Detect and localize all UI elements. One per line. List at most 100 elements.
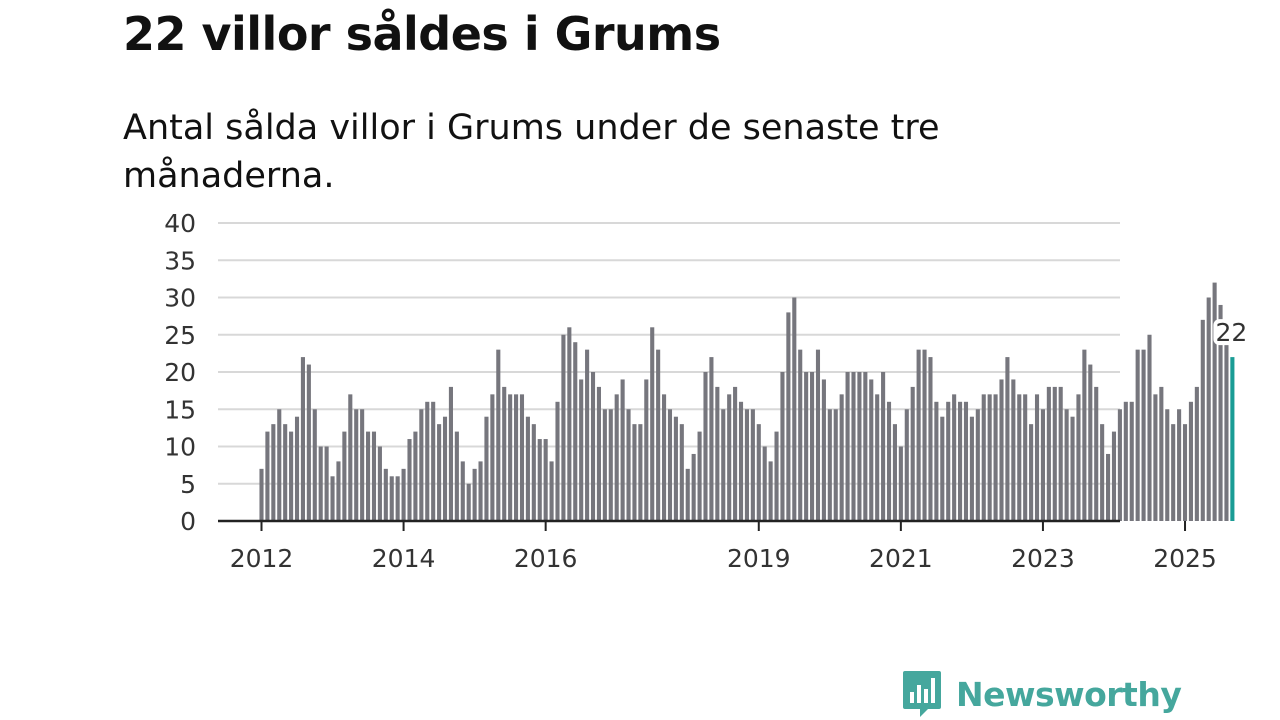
y-axis-ticks: 0 5 10 15 20 25 30 35 40: [164, 209, 196, 536]
bar: [833, 409, 838, 521]
bar: [496, 349, 501, 521]
chart-title: 22 villor såldes i Grums: [123, 7, 721, 61]
bar: [738, 401, 744, 521]
bar: [1194, 386, 1199, 521]
bar: [567, 327, 572, 521]
bar: [691, 453, 696, 521]
bar: [1011, 379, 1016, 521]
bar: [916, 349, 921, 521]
bar-highlighted: [1230, 357, 1235, 521]
bar: [952, 394, 957, 521]
bar: [969, 416, 974, 521]
bar: [579, 379, 584, 521]
bar: [431, 401, 436, 521]
bar: [804, 372, 809, 521]
bar: [910, 386, 915, 521]
bar: [395, 476, 400, 521]
bar: [673, 416, 678, 521]
bar: [472, 468, 477, 521]
bar: [585, 349, 590, 521]
bar: [744, 409, 749, 521]
bar: [259, 468, 264, 521]
bar: [898, 446, 903, 521]
bar: [312, 409, 317, 521]
bar: [484, 416, 489, 521]
bar: [958, 401, 963, 521]
bar: [490, 394, 495, 521]
bar: [786, 312, 791, 521]
bar: [1177, 409, 1182, 521]
bar: [360, 409, 365, 521]
newsworthy-logo[interactable]: Newsworthy: [902, 670, 1182, 718]
y-tick-label: 35: [164, 246, 196, 275]
bar: [709, 357, 714, 521]
bar: [1117, 409, 1122, 521]
bar: [383, 468, 388, 521]
bar: [573, 342, 578, 521]
bar: [466, 483, 471, 521]
data-label-background: [1213, 319, 1250, 346]
bar: [330, 476, 335, 521]
bar: [531, 424, 536, 521]
bar: [1182, 424, 1188, 521]
bar: [697, 431, 702, 521]
bar: [1082, 349, 1087, 521]
bar: [780, 372, 785, 521]
bar: [620, 379, 625, 521]
bar: [857, 372, 862, 521]
bar: [656, 349, 661, 521]
bar: [1212, 282, 1217, 521]
data-labels: 22: [1213, 318, 1250, 347]
bar: [875, 394, 880, 521]
bar: [448, 386, 453, 521]
bar: [1029, 424, 1034, 521]
y-tick-label: 0: [180, 507, 196, 536]
bar: [306, 364, 311, 521]
bar: [519, 394, 525, 521]
bar: [348, 394, 353, 521]
bar: [514, 394, 519, 521]
bar: [1141, 349, 1146, 521]
bar: [549, 461, 554, 521]
bar: [904, 409, 909, 521]
bar: [815, 349, 821, 521]
bar: [525, 416, 530, 521]
bar: [342, 431, 347, 521]
bar: [289, 431, 294, 521]
bar: [1094, 386, 1099, 521]
bar: [318, 446, 323, 521]
bar: [987, 394, 992, 521]
bar: [1147, 334, 1152, 521]
bar: [1040, 409, 1045, 521]
bar: [727, 394, 732, 521]
bar: [543, 439, 548, 521]
bar: [999, 379, 1004, 521]
bar: [389, 476, 394, 521]
bar: [869, 379, 874, 521]
bar: [1159, 386, 1164, 521]
bar: [1135, 349, 1140, 521]
bar: [1070, 416, 1075, 521]
bar: [377, 446, 382, 521]
bar: [934, 401, 939, 521]
bar: [798, 349, 803, 521]
bar: [460, 461, 465, 521]
bar: [413, 431, 418, 521]
bar: [336, 461, 341, 521]
bar: [827, 409, 832, 521]
bar: [892, 424, 897, 521]
bar: [1100, 424, 1105, 521]
x-axis-ticks: 2012 2014 2016 2019 2021 2023 2025: [230, 521, 1217, 573]
bar: [502, 386, 507, 521]
x-tick-label: 2021: [869, 544, 933, 573]
x-tick-label: 2019: [727, 544, 791, 573]
bar: [1111, 431, 1117, 521]
bar: [975, 409, 980, 521]
bar: [685, 468, 690, 521]
bar: [561, 334, 566, 521]
bar: [419, 409, 424, 521]
y-tick-label: 40: [164, 209, 196, 238]
bar: [750, 409, 755, 521]
bar: [993, 394, 998, 521]
